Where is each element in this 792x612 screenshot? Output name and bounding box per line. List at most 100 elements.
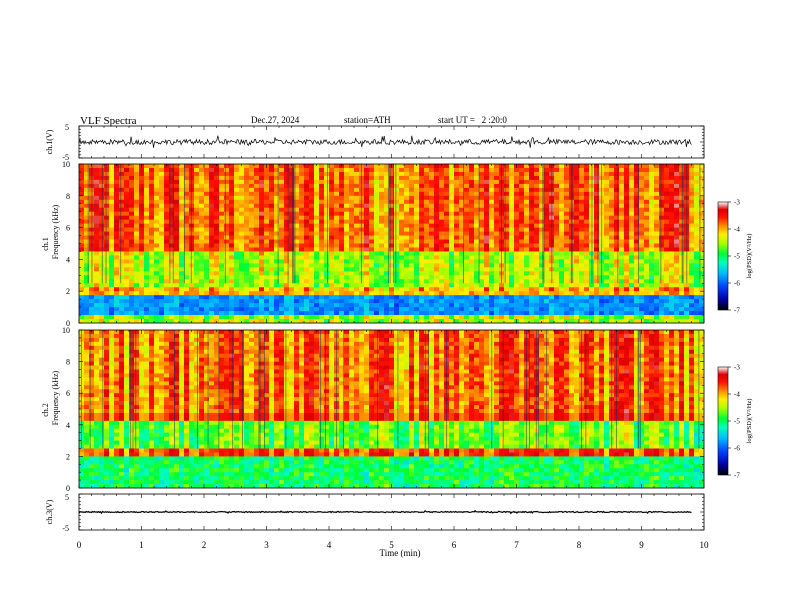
- spectrogram-cell: [384, 171, 390, 177]
- spectrogram-cell: [94, 319, 100, 324]
- spectrogram-cell: [339, 255, 345, 260]
- spectrogram-cell: [144, 247, 150, 252]
- spectrogram-cell: [649, 227, 655, 232]
- spectrogram-cell: [244, 259, 250, 264]
- spectrogram-cell: [254, 223, 260, 228]
- spectrogram-cell: [664, 187, 670, 193]
- spectrogram-cell: [554, 199, 560, 205]
- spectrogram-cell: [614, 183, 620, 189]
- spectrogram-cell: [394, 187, 400, 193]
- spectrogram-cell: [504, 291, 510, 296]
- spectrogram-cell: [184, 191, 190, 197]
- spectrogram-cell: [164, 291, 170, 296]
- spectrogram-cell: [354, 275, 360, 280]
- spectrogram-cell: [374, 199, 380, 205]
- spectrogram-cell: [164, 259, 170, 264]
- spectrogram-cell: [389, 311, 395, 316]
- spectrogram-cell: [139, 207, 145, 212]
- spectrogram-cell: [219, 283, 225, 288]
- spectrogram-cell: [544, 195, 550, 201]
- spectrogram-cell: [139, 267, 145, 272]
- spectrogram-cell: [639, 235, 645, 240]
- spectrogram-cell: [84, 295, 90, 300]
- spectrogram-cell: [324, 195, 330, 201]
- spectrogram-cell: [184, 255, 190, 260]
- spectrogram-cell: [454, 167, 460, 173]
- spectrogram-cell: [324, 319, 330, 324]
- spectrogram-cell: [164, 187, 170, 193]
- spectrogram-cell: [379, 275, 385, 280]
- spectrogram-cell: [124, 223, 130, 228]
- spectrogram-cell: [434, 259, 440, 264]
- spectrogram-cell: [344, 235, 350, 240]
- spectrogram-cell: [204, 231, 210, 236]
- spectrogram-cell: [114, 263, 120, 268]
- spectrogram-cell: [194, 311, 200, 316]
- spectrogram-cell: [609, 207, 615, 212]
- spectrogram-cell: [304, 283, 310, 288]
- spectrogram-cell: [514, 247, 520, 252]
- spectrogram-cell: [639, 315, 645, 320]
- spectrogram-cell: [514, 175, 520, 181]
- spectrogram-cell: [464, 255, 470, 260]
- spectrogram-cell: [424, 295, 430, 300]
- spectrogram-cell: [294, 247, 300, 252]
- spectrogram-cell: [559, 295, 565, 300]
- spectrogram-cell: [484, 255, 490, 260]
- spectrogram-cell: [409, 203, 415, 209]
- spectrogram-cell: [179, 235, 185, 240]
- spectrogram-cell: [169, 223, 175, 228]
- spectrogram-cell: [579, 315, 585, 320]
- spectrogram-cell: [384, 267, 390, 272]
- spectrogram-cell: [324, 219, 330, 224]
- spectrogram-cell: [239, 287, 245, 292]
- spectrogram-cell: [269, 179, 275, 185]
- spectrogram-cell: [364, 239, 370, 244]
- spectrogram-cell: [354, 283, 360, 288]
- spectrogram-cell: [114, 215, 120, 220]
- spectrogram-cell: [349, 175, 355, 181]
- spectrogram-cell: [114, 235, 120, 240]
- spectrogram-cell: [174, 239, 180, 244]
- spectrogram-cell: [234, 179, 240, 185]
- spectrogram-cell: [479, 211, 485, 216]
- spectrogram-cell: [184, 319, 190, 324]
- spectrogram-cell: [309, 267, 315, 272]
- spectrogram-cell: [424, 251, 430, 256]
- spectrogram-cell: [674, 235, 680, 240]
- spectrogram-cell: [334, 275, 340, 280]
- spectrogram-cell: [349, 195, 355, 201]
- spectrogram-cell: [649, 191, 655, 197]
- spectrogram-cell: [179, 259, 185, 264]
- spectrogram-cell: [529, 239, 535, 244]
- spectrogram-cell: [484, 203, 490, 209]
- spectrogram-cell: [264, 275, 270, 280]
- spectrogram-cell: [594, 307, 600, 312]
- spectrogram-cell: [299, 251, 305, 256]
- spectrogram-cell: [114, 247, 120, 252]
- spectrogram-cell: [119, 167, 125, 173]
- spectrogram-cell: [529, 315, 535, 320]
- spectrogram-cell: [199, 315, 205, 320]
- spectrogram-cell: [579, 255, 585, 260]
- spectrogram-cell: [604, 235, 610, 240]
- spectrogram-cell: [559, 191, 565, 197]
- spectrogram-cell: [409, 187, 415, 193]
- spectrogram-cell: [289, 175, 295, 181]
- spectrogram-cell: [99, 307, 105, 312]
- spectrogram-cell: [644, 291, 650, 296]
- spectrogram-cell: [659, 227, 665, 232]
- spectrogram-cell: [104, 231, 110, 236]
- spectrogram-cell: [429, 183, 435, 189]
- spectrogram-cell: [539, 191, 545, 197]
- spectrogram-cell: [139, 251, 145, 256]
- spectrogram-cell: [244, 295, 250, 300]
- spectrogram-cell: [589, 283, 595, 288]
- spectrogram-cell: [459, 231, 465, 236]
- spectrogram-cell: [679, 175, 685, 181]
- spectrogram-cell: [334, 191, 340, 197]
- spectrogram-cell: [289, 164, 295, 169]
- spectrogram-cell: [564, 291, 570, 296]
- spectrogram-cell: [184, 171, 190, 177]
- spectrogram-cell: [129, 271, 135, 276]
